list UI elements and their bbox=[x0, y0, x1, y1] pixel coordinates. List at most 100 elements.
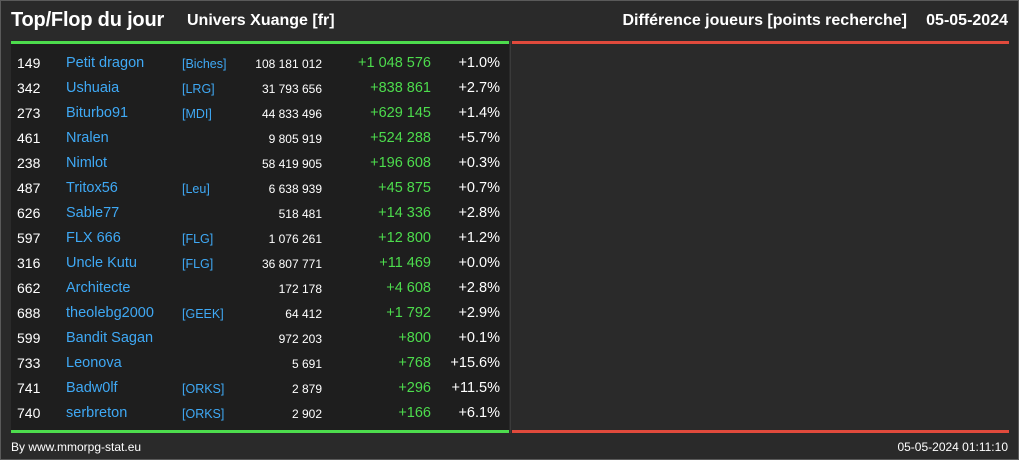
generated-timestamp: 05-05-2024 01:11:10 bbox=[897, 440, 1008, 454]
points-difference: +800 bbox=[398, 330, 431, 346]
table-row: 149 Petit dragon [Biches] 108 181 012 +1 048… bbox=[11, 51, 509, 76]
points-difference: +11 469 bbox=[379, 255, 431, 271]
player-rank: 741 bbox=[17, 380, 41, 396]
points-difference: +45 875 bbox=[378, 180, 431, 196]
player-points: 31 793 656 bbox=[261, 82, 322, 96]
panel-divider bbox=[510, 41, 511, 433]
header: Top/Flop du jour Univers Xuange [fr] Dif… bbox=[11, 9, 1008, 35]
player-link[interactable]: Petit dragon bbox=[66, 55, 145, 71]
percent-change: +1.4% bbox=[458, 105, 500, 121]
player-link[interactable]: theolebg2000 bbox=[66, 305, 154, 321]
player-rank: 740 bbox=[17, 405, 41, 421]
percent-change: +2.8% bbox=[458, 280, 500, 296]
server-name: Univers Xuange [fr] bbox=[187, 12, 335, 29]
player-points: 972 203 bbox=[278, 332, 322, 346]
percent-change: +2.8% bbox=[458, 205, 500, 221]
alliance-link[interactable]: [ORKS] bbox=[182, 382, 225, 396]
player-points: 6 638 939 bbox=[268, 182, 322, 196]
player-link[interactable]: Nralen bbox=[66, 130, 109, 146]
site-credit: By www.mmorpg-stat.eu bbox=[11, 440, 142, 454]
player-points: 36 807 771 bbox=[261, 257, 322, 271]
player-link[interactable]: Uncle Kutu bbox=[66, 255, 137, 271]
player-points: 9 805 919 bbox=[268, 132, 322, 146]
player-rank: 149 bbox=[17, 55, 41, 71]
player-rank: 626 bbox=[17, 205, 41, 221]
points-difference: +1 048 576 bbox=[358, 55, 431, 71]
player-rank: 662 bbox=[17, 280, 41, 296]
player-rank: 487 bbox=[17, 180, 41, 196]
flop-players-panel bbox=[512, 41, 1009, 433]
ranking-subtitle: Différence joueurs [points recherche] bbox=[622, 12, 907, 29]
points-difference: +12 800 bbox=[378, 230, 431, 246]
table-row: 662 Architecte 172 178 +4 608 +2.8% bbox=[11, 276, 509, 301]
table-row: 273 Biturbo91 [MDI] 44 833 496 +629 145 +1.4% bbox=[11, 101, 509, 126]
points-difference: +296 bbox=[398, 380, 431, 396]
player-link[interactable]: Biturbo91 bbox=[66, 105, 129, 121]
player-rank: 342 bbox=[17, 80, 41, 96]
points-difference: +768 bbox=[398, 355, 431, 371]
table-row: 342 Ushuaia [LRG] 31 793 656 +838 861 +2.7% bbox=[11, 76, 509, 101]
player-points: 44 833 496 bbox=[261, 107, 322, 121]
player-points: 1 076 261 bbox=[268, 232, 322, 246]
table-row: 461 Nralen 9 805 919 +524 288 +5.7% bbox=[11, 126, 509, 151]
top-players-panel: 149 Petit dragon [Biches] 108 181 012 +1 048… bbox=[11, 41, 509, 433]
player-points: 2 902 bbox=[291, 407, 322, 421]
percent-change: +0.1% bbox=[458, 330, 500, 346]
percent-change: +1.2% bbox=[458, 230, 500, 246]
alliance-link[interactable]: [FLG] bbox=[182, 232, 214, 246]
player-points: 172 178 bbox=[278, 282, 322, 296]
alliance-link[interactable]: [FLG] bbox=[182, 257, 214, 271]
alliance-link[interactable]: [Biches] bbox=[182, 57, 227, 71]
table-row: 741 Badw0lf [ORKS] 2 879 +296 +11.5% bbox=[11, 376, 509, 401]
points-difference: +1 792 bbox=[386, 305, 431, 321]
player-points: 108 181 012 bbox=[255, 57, 322, 71]
widget-title: Top/Flop du jour bbox=[11, 9, 165, 31]
alliance-link[interactable]: [MDI] bbox=[182, 107, 212, 121]
table-row: 599 Bandit Sagan 972 203 +800 +0.1% bbox=[11, 326, 509, 351]
player-rank: 238 bbox=[17, 155, 41, 171]
table-row: 487 Tritox56 [Leu] 6 638 939 +45 875 +0.7% bbox=[11, 176, 509, 201]
alliance-link[interactable]: [ORKS] bbox=[182, 407, 225, 421]
points-difference: +838 861 bbox=[370, 80, 431, 96]
points-difference: +166 bbox=[398, 405, 431, 421]
table-row: 733 Leonova 5 691 +768 +15.6% bbox=[11, 351, 509, 376]
player-rank: 273 bbox=[17, 105, 41, 121]
table-row: 238 Nimlot 58 419 905 +196 608 +0.3% bbox=[11, 151, 509, 176]
table-row: 626 Sable77 518 481 +14 336 +2.8% bbox=[11, 201, 509, 226]
percent-change: +0.7% bbox=[458, 180, 500, 196]
player-rank: 733 bbox=[17, 355, 41, 371]
table-row: 316 Uncle Kutu [FLG] 36 807 771 +11 469 +0.0% bbox=[11, 251, 509, 276]
points-difference: +524 288 bbox=[370, 130, 431, 146]
points-difference: +629 145 bbox=[370, 105, 431, 121]
table-row: 688 theolebg2000 [GEEK] 64 412 +1 792 +2.9% bbox=[11, 301, 509, 326]
points-difference: +4 608 bbox=[386, 280, 431, 296]
player-points: 2 879 bbox=[291, 382, 322, 396]
player-link[interactable]: Tritox56 bbox=[66, 180, 118, 196]
player-link[interactable]: serbreton bbox=[66, 405, 128, 421]
player-rank: 599 bbox=[17, 330, 41, 346]
player-points: 58 419 905 bbox=[261, 157, 322, 171]
player-points: 64 412 bbox=[285, 307, 322, 321]
player-link[interactable]: Nimlot bbox=[66, 155, 108, 171]
player-rank: 316 bbox=[17, 255, 41, 271]
alliance-link[interactable]: [LRG] bbox=[182, 82, 215, 96]
player-link[interactable]: Bandit Sagan bbox=[66, 330, 154, 346]
alliance-link[interactable]: [Leu] bbox=[182, 182, 210, 196]
percent-change: +11.5% bbox=[451, 380, 500, 396]
percent-change: +2.9% bbox=[458, 305, 500, 321]
points-difference: +196 608 bbox=[370, 155, 431, 171]
player-points: 5 691 bbox=[291, 357, 322, 371]
player-link[interactable]: Architecte bbox=[66, 280, 131, 296]
alliance-link[interactable]: [GEEK] bbox=[182, 307, 224, 321]
table-row: 597 FLX 666 [FLG] 1 076 261 +12 800 +1.2% bbox=[11, 226, 509, 251]
player-link[interactable]: Badw0lf bbox=[66, 380, 118, 396]
table-row: 740 serbreton [ORKS] 2 902 +166 +6.1% bbox=[11, 401, 509, 426]
percent-change: +6.1% bbox=[458, 405, 500, 421]
player-link[interactable]: FLX 666 bbox=[66, 230, 121, 246]
points-difference: +14 336 bbox=[378, 205, 431, 221]
player-link[interactable]: Ushuaia bbox=[66, 80, 120, 96]
player-rank: 688 bbox=[17, 305, 41, 321]
player-points: 518 481 bbox=[278, 207, 322, 221]
player-link[interactable]: Leonova bbox=[66, 355, 122, 371]
player-link[interactable]: Sable77 bbox=[66, 205, 120, 221]
